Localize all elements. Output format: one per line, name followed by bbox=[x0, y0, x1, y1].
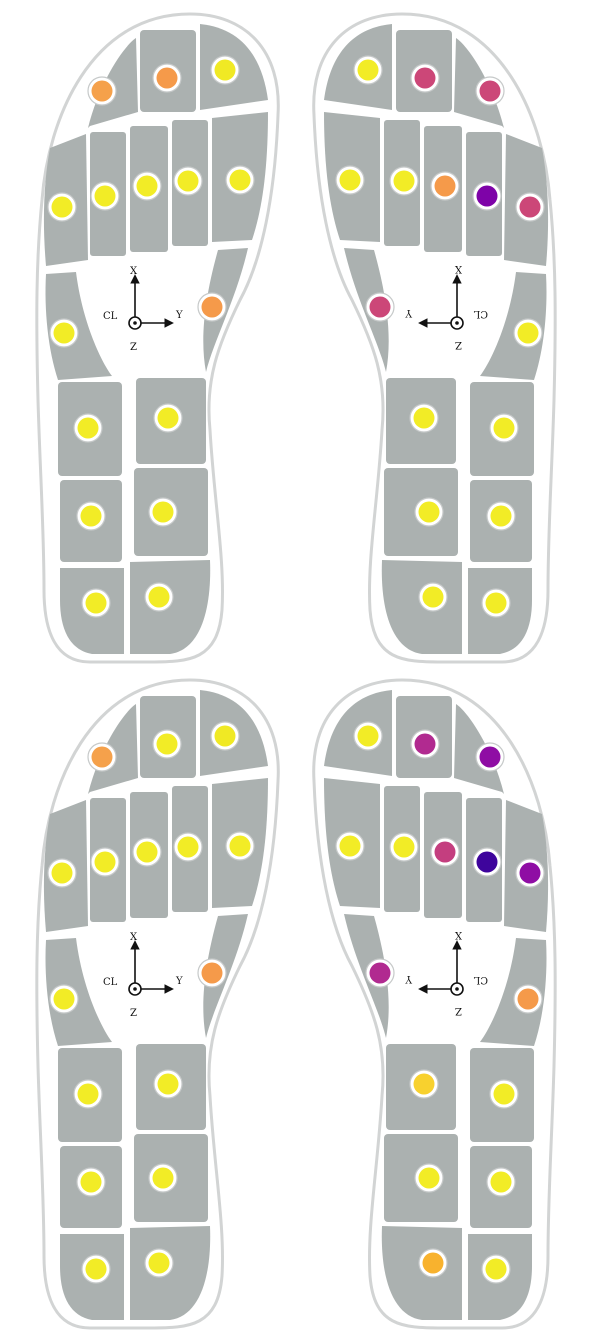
pressure-sensor-dot bbox=[157, 1073, 179, 1095]
axis-y-label: Y bbox=[405, 973, 413, 984]
pressure-sensor-dot bbox=[91, 80, 113, 102]
pressure-sensor-dot bbox=[485, 592, 507, 614]
pressure-sensor-dot bbox=[177, 170, 199, 192]
pressure-sensor-dot bbox=[357, 59, 379, 81]
pressure-sensor-dot bbox=[136, 175, 158, 197]
insole-panel-bottom-left: X Y Z CL bbox=[35, 678, 280, 1330]
axis-y-label: Y bbox=[175, 310, 183, 321]
pressure-sensor-dot bbox=[156, 733, 178, 755]
coordinate-axes: X Y Z CL bbox=[103, 932, 183, 1019]
pressure-sensor-dot bbox=[229, 835, 251, 857]
pressure-sensor-dot bbox=[229, 169, 251, 191]
pressure-sensor-dot bbox=[214, 59, 236, 81]
pressure-sensor-dot bbox=[91, 746, 113, 768]
pressure-sensor-dot bbox=[493, 417, 515, 439]
pressure-sensor-dot bbox=[517, 988, 539, 1010]
coordinate-axes: X Y Z CL bbox=[103, 266, 183, 353]
pressure-sensor-dot bbox=[357, 725, 379, 747]
pressure-sensor-dot bbox=[479, 746, 501, 768]
sensor-group bbox=[335, 721, 545, 1284]
pressure-sensor-dot bbox=[418, 1167, 440, 1189]
axis-y-label: Y bbox=[175, 976, 183, 987]
pressure-sensor-dot bbox=[476, 851, 498, 873]
pressure-sensor-dot bbox=[156, 67, 178, 89]
pressure-sensor-dot bbox=[479, 80, 501, 102]
axis-y-label: Y bbox=[405, 307, 413, 318]
pressure-sensor-dot bbox=[414, 67, 436, 89]
pressure-sensor-dot bbox=[157, 407, 179, 429]
pressure-sensor-dot bbox=[94, 851, 116, 873]
insole-panel-bottom-right: X Y Z CL bbox=[312, 678, 557, 1330]
pressure-sensor-dot bbox=[94, 185, 116, 207]
pressure-sensor-dot bbox=[148, 586, 170, 608]
pressure-sensor-dot bbox=[485, 1258, 507, 1280]
coordinate-axes: X Y Z CL bbox=[405, 929, 488, 1016]
pressure-sensor-dot bbox=[51, 196, 73, 218]
pressure-sensor-dot bbox=[201, 296, 223, 318]
pressure-sensor-dot bbox=[152, 501, 174, 523]
pressure-sensor-dot bbox=[519, 196, 541, 218]
pressure-sensor-dot bbox=[136, 841, 158, 863]
pressure-sensor-dot bbox=[413, 407, 435, 429]
pressure-sensor-dot bbox=[51, 862, 73, 884]
pressure-sensor-dot bbox=[339, 169, 361, 191]
pressure-sensor-dot bbox=[418, 501, 440, 523]
pressure-sensor-dot bbox=[201, 962, 223, 984]
pressure-sensor-dot bbox=[434, 841, 456, 863]
pressure-sensor-dot bbox=[414, 733, 436, 755]
pressure-sensor-dot bbox=[80, 1171, 102, 1193]
pressure-sensor-dot bbox=[517, 322, 539, 344]
pressure-sensor-dot bbox=[53, 988, 75, 1010]
axis-z-label: Z bbox=[455, 1005, 462, 1016]
pressure-sensor-dot bbox=[53, 322, 75, 344]
pressure-sensor-dot bbox=[152, 1167, 174, 1189]
axis-x-label: X bbox=[130, 266, 138, 277]
pressure-sensor-dot bbox=[490, 505, 512, 527]
pressure-sensor-dot bbox=[369, 962, 391, 984]
axis-x-label: X bbox=[454, 929, 462, 940]
pressure-sensor-dot bbox=[369, 296, 391, 318]
pressure-sensor-dot bbox=[393, 836, 415, 858]
axis-origin-label: CL bbox=[473, 308, 488, 319]
pressure-sensor-dot bbox=[85, 592, 107, 614]
axis-z-label: Z bbox=[130, 1008, 137, 1019]
pressure-sensor-dot bbox=[393, 170, 415, 192]
insole-panel-top-left: X Y Z CL bbox=[35, 12, 280, 664]
coordinate-axes: X Y Z CL bbox=[405, 263, 488, 350]
pressure-sensor-dot bbox=[80, 505, 102, 527]
pressure-sensor-dot bbox=[422, 1252, 444, 1274]
axis-origin-label: CL bbox=[103, 311, 118, 322]
axis-origin-label: CL bbox=[103, 977, 118, 988]
pressure-sensor-dot bbox=[422, 586, 444, 608]
axis-z-label: Z bbox=[455, 339, 462, 350]
pressure-sensor-dot bbox=[493, 1083, 515, 1105]
pressure-sensor-dot bbox=[413, 1073, 435, 1095]
axis-origin-label: CL bbox=[473, 974, 488, 985]
pressure-sensor-dot bbox=[85, 1258, 107, 1280]
pressure-sensor-dot bbox=[490, 1171, 512, 1193]
pressure-sensor-dot bbox=[519, 862, 541, 884]
sensor-group bbox=[47, 721, 255, 1284]
sensor-group bbox=[47, 55, 255, 618]
pressure-sensor-dot bbox=[434, 175, 456, 197]
sensor-group bbox=[335, 55, 545, 618]
axis-x-label: X bbox=[130, 932, 138, 943]
pressure-sensor-dot bbox=[214, 725, 236, 747]
pressure-sensor-dot bbox=[77, 417, 99, 439]
pressure-sensor-dot bbox=[177, 836, 199, 858]
axis-z-label: Z bbox=[130, 342, 137, 353]
pressure-sensor-dot bbox=[148, 1252, 170, 1274]
axis-x-label: X bbox=[454, 263, 462, 274]
pressure-sensor-dot bbox=[476, 185, 498, 207]
pressure-sensor-dot bbox=[77, 1083, 99, 1105]
insole-panel-top-right: X Y Z CL bbox=[312, 12, 557, 664]
pressure-sensor-dot bbox=[339, 835, 361, 857]
